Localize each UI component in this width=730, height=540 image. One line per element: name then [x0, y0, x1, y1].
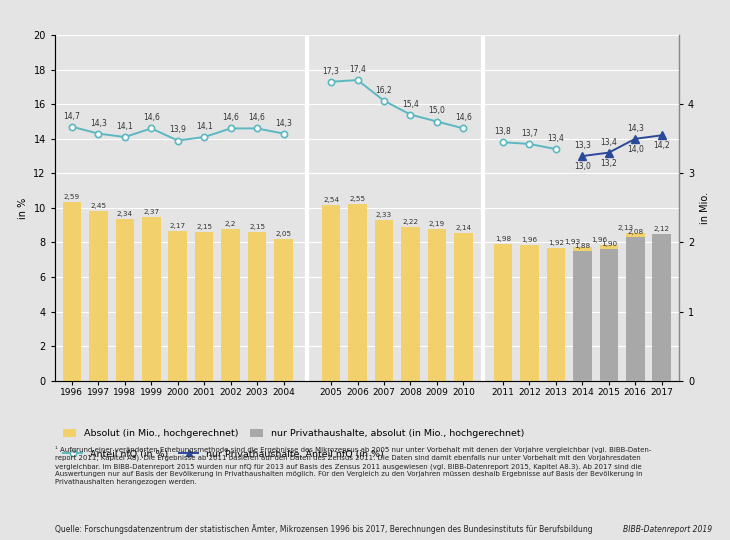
Bar [599, 249, 618, 381]
Text: 1,96: 1,96 [521, 237, 537, 243]
Bar [374, 220, 393, 381]
Text: 16,2: 16,2 [376, 86, 393, 94]
Bar [247, 232, 266, 381]
Bar [115, 219, 134, 381]
Bar [142, 217, 161, 381]
Text: 14,3: 14,3 [627, 124, 644, 133]
Text: 2,59: 2,59 [64, 194, 80, 200]
Text: BIBB-Datenreport 2019: BIBB-Datenreport 2019 [623, 524, 712, 534]
Text: 13,8: 13,8 [495, 127, 512, 136]
Text: 2,13: 2,13 [617, 225, 634, 232]
Bar [169, 231, 187, 381]
Bar [89, 211, 107, 381]
Bar [626, 233, 645, 381]
Text: 2,15: 2,15 [196, 224, 212, 230]
Bar [322, 205, 340, 381]
Text: 2,22: 2,22 [402, 219, 418, 225]
Text: 2,17: 2,17 [169, 222, 186, 228]
Text: 1,92: 1,92 [548, 240, 564, 246]
Text: 14,0: 14,0 [627, 145, 644, 154]
Bar [402, 227, 420, 381]
Bar [348, 205, 367, 381]
Bar [520, 245, 539, 381]
Text: 2,33: 2,33 [376, 212, 392, 218]
Text: 14,7: 14,7 [64, 112, 80, 120]
Text: 14,6: 14,6 [249, 113, 266, 123]
Text: Quelle: Forschungsdatenzentrum der statistischen Ämter, Mikrozensen 1996 bis 201: Quelle: Forschungsdatenzentrum der stati… [55, 524, 592, 534]
Text: 13,7: 13,7 [521, 129, 538, 138]
Text: 14,3: 14,3 [275, 119, 292, 127]
Text: 2,54: 2,54 [323, 197, 339, 203]
Bar [63, 201, 81, 381]
Text: 13,4: 13,4 [548, 134, 564, 143]
Bar [493, 244, 512, 381]
Text: 2,37: 2,37 [143, 209, 159, 215]
Text: 2,19: 2,19 [429, 221, 445, 227]
Text: 2,12: 2,12 [653, 226, 669, 232]
Bar [547, 248, 565, 381]
Bar [274, 239, 293, 381]
Text: 14,6: 14,6 [222, 113, 239, 123]
Text: 14,6: 14,6 [455, 113, 472, 123]
Y-axis label: in Mio.: in Mio. [700, 192, 710, 224]
Text: 14,1: 14,1 [117, 122, 133, 131]
Text: 17,4: 17,4 [349, 65, 366, 74]
Text: 2,45: 2,45 [91, 203, 107, 210]
Text: 1,96: 1,96 [591, 237, 607, 243]
Text: 2,15: 2,15 [249, 224, 265, 230]
Text: 14,6: 14,6 [143, 113, 160, 123]
Text: 2,55: 2,55 [350, 197, 366, 202]
Y-axis label: in %: in % [18, 197, 28, 219]
Text: ¹ Aufgrund einer veränderten Erhebungsmethode sind die Ergebnisse des Mikrozensu: ¹ Aufgrund einer veränderten Erhebungsme… [55, 446, 651, 485]
Text: 2,08: 2,08 [627, 229, 643, 235]
Text: 13,4: 13,4 [600, 138, 618, 146]
Text: 15,0: 15,0 [429, 106, 445, 116]
Text: 14,1: 14,1 [196, 122, 212, 131]
Bar [573, 251, 591, 381]
Bar [428, 230, 446, 381]
Bar [221, 228, 240, 381]
Text: 2,2: 2,2 [225, 220, 237, 227]
Text: 2,05: 2,05 [275, 231, 291, 237]
Text: 14,3: 14,3 [90, 119, 107, 127]
Text: 17,3: 17,3 [323, 67, 339, 76]
Text: 2,34: 2,34 [117, 211, 133, 217]
Text: 2,14: 2,14 [456, 225, 472, 231]
Text: 14,2: 14,2 [653, 141, 670, 150]
Text: 13,9: 13,9 [169, 125, 186, 134]
Bar [653, 234, 671, 381]
Text: 1,93: 1,93 [564, 239, 580, 245]
Text: 1,88: 1,88 [575, 242, 591, 249]
Text: 13,3: 13,3 [574, 141, 591, 150]
Bar [454, 233, 472, 381]
Bar [195, 232, 213, 381]
Bar [573, 247, 591, 381]
Text: 1,98: 1,98 [495, 236, 511, 242]
Text: 15,4: 15,4 [402, 99, 419, 109]
Text: 13,0: 13,0 [574, 162, 591, 171]
Legend: Anteil nfQ (in %), nur Privathaushalte, Anteil nfQ (in %): Anteil nfQ (in %), nur Privathaushalte, … [59, 446, 387, 463]
Text: 1,90: 1,90 [601, 241, 617, 247]
Text: 13,2: 13,2 [601, 159, 617, 167]
Bar [626, 237, 645, 381]
Bar [599, 245, 618, 381]
